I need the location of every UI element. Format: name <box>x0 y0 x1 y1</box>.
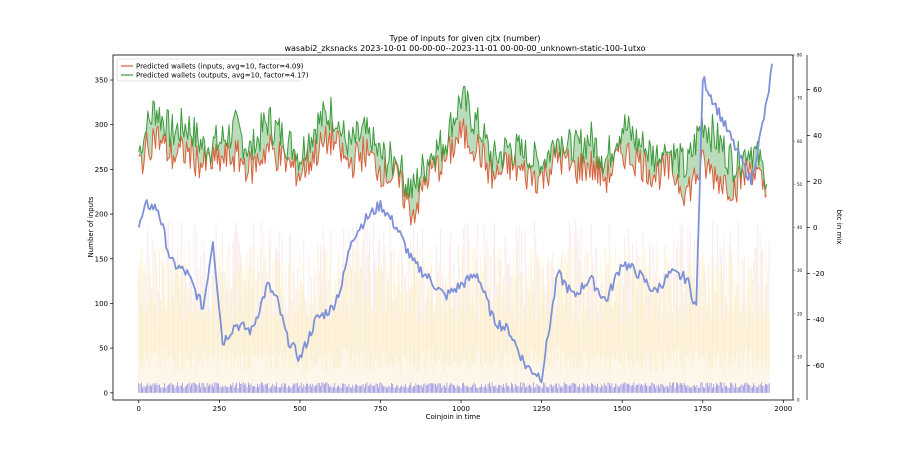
chart-title: Type of inputs for given cjtx (number) <box>388 34 540 43</box>
right-small-tick-label: 0 <box>797 398 800 403</box>
background-bars <box>138 218 770 393</box>
series-line-btc-in-mix <box>137 63 773 384</box>
x-tick-label: 250 <box>213 405 226 413</box>
plot-area <box>137 63 773 393</box>
y-axis-ticks: 0 50 100 150 200 250 300 350 <box>95 77 113 397</box>
right-tick-label: 40 <box>813 132 822 140</box>
y-tick-label: 250 <box>95 166 108 174</box>
y-tick-label: 300 <box>95 121 108 129</box>
right-tick-label: -40 <box>813 316 824 324</box>
background-bar-group-1 <box>138 246 770 393</box>
legend: Predicted wallets (inputs, avg=10, facto… <box>116 58 309 82</box>
chart-subtitle: wasabi2_zksnacks 2023-10-01 00-00-00--20… <box>284 44 645 53</box>
right-small-tick-label: 70 <box>797 96 803 101</box>
right-small-axis-ticks: 0 10 20 30 40 50 60 70 80 <box>793 53 803 403</box>
x-tick-label: 1750 <box>694 405 712 413</box>
right-tick-label: 60 <box>813 86 822 94</box>
y-tick-label: 50 <box>99 345 108 353</box>
y-tick-label: 100 <box>95 300 108 308</box>
y-tick-label: 200 <box>95 211 108 219</box>
x-tick-label: 500 <box>293 405 306 413</box>
x-tick-label: 1500 <box>613 405 631 413</box>
right-axis-ticks: -60 -40 -20 0 20 40 60 <box>806 55 824 400</box>
series-layer <box>137 63 773 384</box>
series-line-outputs <box>138 85 768 199</box>
legend-entry: Predicted wallets (outputs, avg=10, fact… <box>136 72 309 80</box>
right-tick-label: -20 <box>813 270 824 278</box>
right-small-tick-label: 20 <box>797 311 803 316</box>
right-small-tick-label: 30 <box>797 268 803 273</box>
right-small-tick-label: 80 <box>797 53 803 58</box>
x-tick-label: 2000 <box>774 405 792 413</box>
legend-box <box>116 58 303 82</box>
right-tick-label: 20 <box>813 178 822 186</box>
right-tick-label: -60 <box>813 362 824 370</box>
right-axis-label: btc in mix <box>835 210 843 245</box>
right-small-tick-label: 10 <box>797 354 803 359</box>
x-tick-label: 1250 <box>533 405 551 413</box>
x-axis-ticks: 0 250 500 750 1000 1250 1500 1750 2000 <box>137 400 792 413</box>
background-bar-group-0 <box>138 218 770 393</box>
y-tick-label: 350 <box>95 77 108 85</box>
right-small-tick-label: 50 <box>797 182 803 187</box>
x-tick-label: 1000 <box>452 405 470 413</box>
y-tick-label: 150 <box>95 255 108 263</box>
fill-between-series <box>138 86 767 226</box>
legend-entry: Predicted wallets (inputs, avg=10, facto… <box>136 63 304 71</box>
right-small-tick-label: 60 <box>797 139 803 144</box>
background-bar-group-2 <box>138 348 770 393</box>
right-tick-label: 0 <box>813 224 817 232</box>
y-tick-label: 0 <box>104 389 108 397</box>
x-axis-label: Coinjoin in time <box>426 413 481 421</box>
right-small-tick-label: 40 <box>797 225 803 230</box>
x-tick-label: 750 <box>374 405 387 413</box>
x-tick-label: 0 <box>137 405 141 413</box>
background-bar-group-3 <box>138 382 770 393</box>
y-axis-label: Number of inputs <box>87 196 95 257</box>
